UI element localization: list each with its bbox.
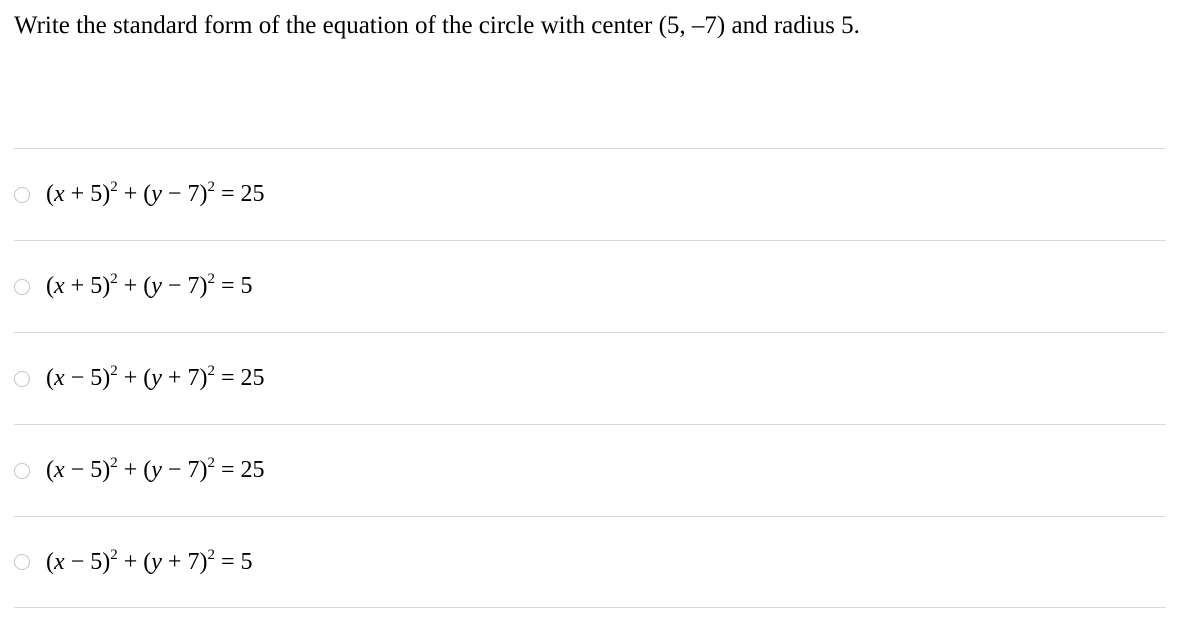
option-row[interactable]: (x + 5)2 + (y − 7)2 = 5 — [14, 240, 1166, 332]
options-list: (x + 5)2 + (y − 7)2 = 25 (x + 5)2 + (y −… — [0, 148, 1180, 608]
option-row[interactable]: (x − 5)2 + (y + 7)2 = 25 — [14, 332, 1166, 424]
radio-icon[interactable] — [14, 554, 30, 570]
option-equation: (x + 5)2 + (y − 7)2 = 5 — [46, 273, 253, 300]
option-row[interactable]: (x − 5)2 + (y + 7)2 = 5 — [14, 516, 1166, 608]
question-text: Write the standard form of the equation … — [0, 0, 1180, 40]
radio-icon[interactable] — [14, 187, 30, 203]
option-row[interactable]: (x − 5)2 + (y − 7)2 = 25 — [14, 424, 1166, 516]
option-equation: (x − 5)2 + (y + 7)2 = 25 — [46, 365, 265, 392]
radio-icon[interactable] — [14, 463, 30, 479]
radio-icon[interactable] — [14, 279, 30, 295]
option-equation: (x − 5)2 + (y − 7)2 = 25 — [46, 457, 265, 484]
option-row[interactable]: (x + 5)2 + (y − 7)2 = 25 — [14, 148, 1166, 240]
option-equation: (x − 5)2 + (y + 7)2 = 5 — [46, 549, 253, 576]
radio-icon[interactable] — [14, 371, 30, 387]
option-equation: (x + 5)2 + (y − 7)2 = 25 — [46, 181, 265, 208]
